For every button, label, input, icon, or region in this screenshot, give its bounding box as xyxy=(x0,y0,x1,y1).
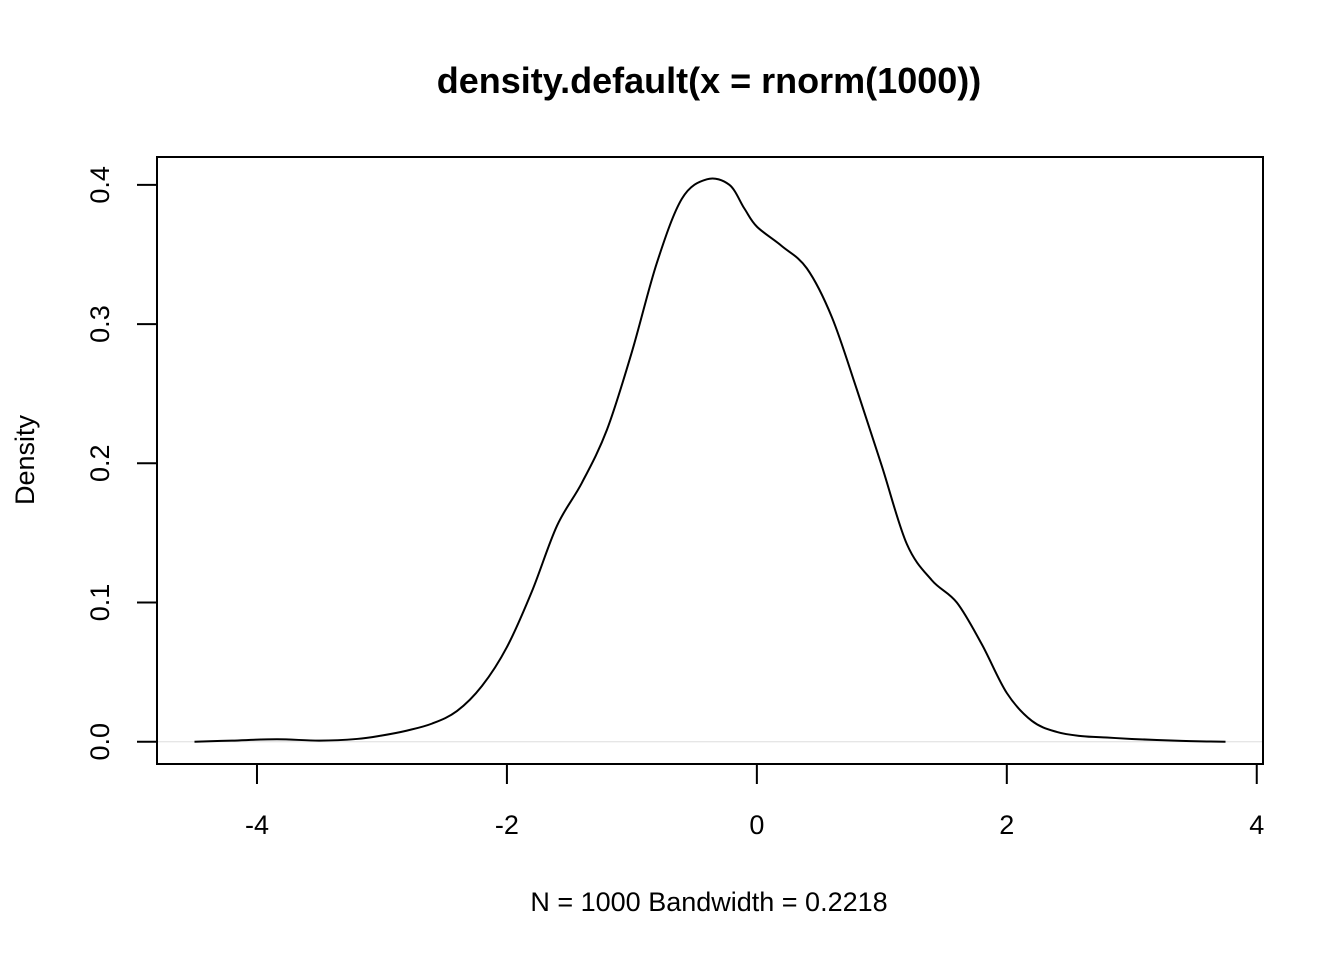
x-tick-label: 2 xyxy=(999,810,1014,840)
x-tick-label: 0 xyxy=(749,810,764,840)
plot-frame xyxy=(156,156,1264,765)
x-axis-label: N = 1000 Bandwidth = 0.2218 xyxy=(530,887,887,917)
density-curve xyxy=(194,177,1226,743)
y-tick-label: 0.0 xyxy=(85,723,115,761)
y-axis: 0.0 0.1 0.2 0.3 0.4 xyxy=(85,166,158,761)
x-axis: -4 -2 0 2 4 xyxy=(245,763,1264,840)
x-tick-label: -2 xyxy=(495,810,519,840)
y-tick-label: 0.3 xyxy=(85,305,115,343)
y-tick-label: 0.1 xyxy=(85,584,115,622)
y-tick-label: 0.2 xyxy=(85,445,115,483)
y-axis-label: Density xyxy=(10,414,40,505)
y-tick-label: 0.4 xyxy=(85,166,115,204)
x-tick-label: -4 xyxy=(245,810,269,840)
x-tick-label: 4 xyxy=(1249,810,1264,840)
chart-title: density.default(x = rnorm(1000)) xyxy=(437,60,981,101)
